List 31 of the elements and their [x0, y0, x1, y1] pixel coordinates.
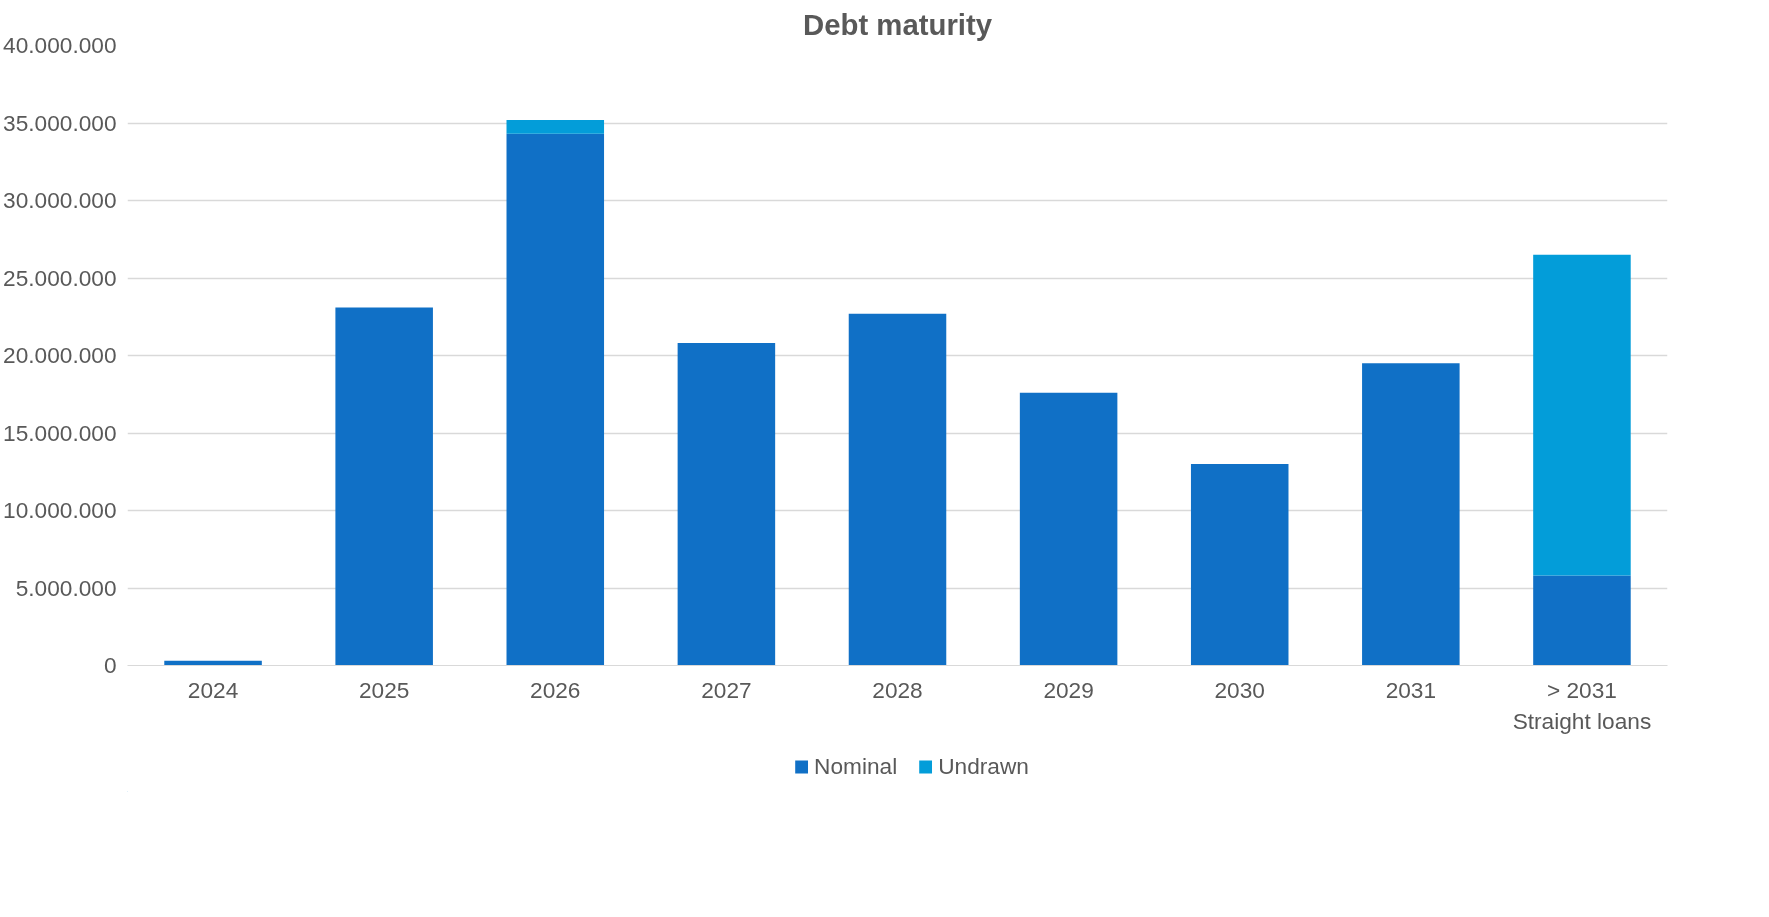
y-tick-label: 10.000.000 [3, 497, 117, 523]
y-tick-label: 40.000.000 [3, 32, 117, 58]
y-tick-label: 20.000.000 [3, 342, 117, 368]
bar [1362, 363, 1460, 666]
bar [1190, 464, 1289, 666]
y-tick-label: 0 [103, 652, 117, 678]
y-tick-label: 15.000.000 [3, 419, 117, 446]
y-tick-label: 25.000.000 [3, 264, 117, 291]
legend-label: Undrawn [938, 752, 1029, 780]
bar [1533, 575, 1631, 666]
bar [1019, 392, 1118, 666]
x-tick-label: 2029 [1043, 676, 1094, 703]
x-tick-label: 2026 [530, 676, 581, 703]
bar [506, 119, 605, 134]
x-tick-label: > 2031 Straight loans [1512, 676, 1652, 734]
x-tick-label: 2025 [358, 676, 410, 703]
x-tick-label: 2031 [1385, 676, 1437, 703]
legend-label: Nominal [814, 752, 898, 780]
y-tick-label: 35.000.000 [3, 109, 117, 136]
bar [335, 307, 433, 666]
bar [677, 343, 776, 666]
bar [848, 313, 947, 666]
y-tick-label: 30.000.000 [3, 187, 117, 213]
x-tick-label: 2030 [1214, 676, 1265, 703]
bar [1533, 254, 1631, 576]
bar [506, 133, 605, 666]
y-tick-label: 5.000.000 [15, 574, 117, 601]
x-tick-label: 2024 [187, 676, 239, 703]
chart-title: Debt maturity [802, 7, 993, 41]
x-tick-label: 2028 [872, 676, 923, 703]
x-tick-label: 2027 [701, 676, 752, 703]
